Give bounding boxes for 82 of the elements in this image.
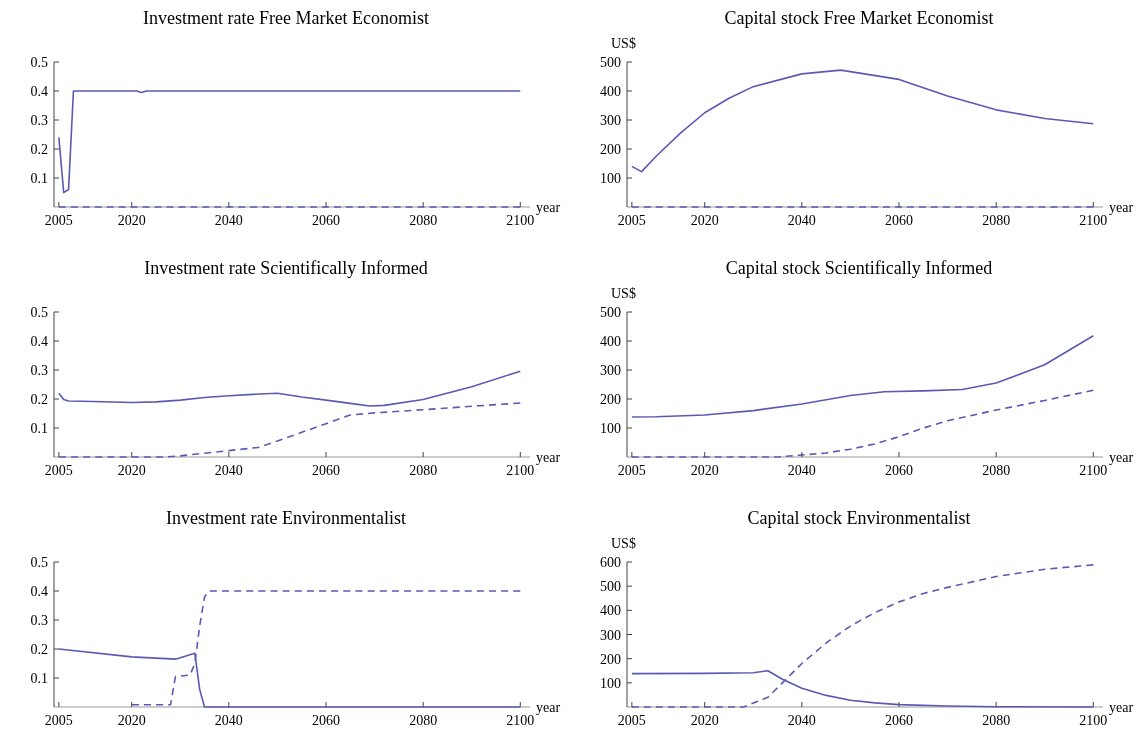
x-tick-label: 2060 bbox=[312, 713, 340, 728]
y-tick-label: 400 bbox=[600, 334, 621, 349]
y-tick-label: 0.1 bbox=[30, 421, 48, 436]
y-tick-label: 400 bbox=[600, 84, 621, 99]
x-tick-label: 2005 bbox=[617, 213, 646, 228]
y-tick-label: 0.5 bbox=[30, 55, 48, 70]
y-tick-label: 500 bbox=[600, 305, 621, 320]
y-tick-label: 200 bbox=[600, 651, 621, 667]
x-tick-label: 2080 bbox=[982, 213, 1011, 228]
x-tick-label: 2060 bbox=[885, 213, 913, 228]
x-tick-label: 2080 bbox=[409, 463, 438, 478]
x-tick-label: 2005 bbox=[617, 713, 646, 728]
y-tick-label: 0.2 bbox=[30, 642, 48, 657]
y-tick-label: 0.3 bbox=[30, 613, 48, 628]
y-tick-label: 0.1 bbox=[30, 671, 48, 686]
y-tick-label: 0.4 bbox=[30, 84, 48, 99]
y-axis-title: US$ bbox=[611, 286, 636, 301]
y-axis-title: US$ bbox=[611, 536, 636, 551]
x-axis-title: year bbox=[1109, 700, 1134, 715]
x-tick-label: 2020 bbox=[690, 213, 719, 228]
x-tick-label: 2060 bbox=[885, 463, 913, 478]
x-tick-label: 2040 bbox=[787, 213, 816, 228]
x-tick-label: 2080 bbox=[409, 213, 438, 228]
y-tick-label: 100 bbox=[600, 675, 621, 691]
y-tick-label: 600 bbox=[600, 555, 621, 570]
y-tick-label: 0.3 bbox=[30, 363, 48, 378]
x-tick-label: 2020 bbox=[117, 463, 146, 478]
y-tick-label: 0.4 bbox=[30, 584, 48, 599]
y-tick-label: 0.3 bbox=[30, 113, 48, 128]
x-tick-label: 2080 bbox=[982, 713, 1011, 728]
x-tick-label: 2040 bbox=[787, 463, 816, 478]
y-tick-label: 500 bbox=[600, 579, 621, 595]
y-tick-label: 0.1 bbox=[30, 171, 48, 186]
y-tick-label: 0.5 bbox=[30, 305, 48, 320]
x-tick-label: 2040 bbox=[214, 213, 243, 228]
y-tick-label: 200 bbox=[600, 392, 621, 407]
y-tick-label: 0.2 bbox=[30, 142, 48, 157]
x-tick-label: 2060 bbox=[312, 213, 340, 228]
y-tick-label: 0.4 bbox=[30, 334, 48, 349]
y-tick-label: 100 bbox=[600, 171, 621, 186]
x-tick-label: 2020 bbox=[117, 213, 146, 228]
chart-title: Investment rate Scientifically Informed bbox=[144, 258, 428, 278]
y-tick-label: 300 bbox=[600, 363, 621, 378]
x-tick-label: 2005 bbox=[617, 463, 646, 478]
y-tick-label: 300 bbox=[600, 113, 621, 128]
y-tick-label: 0.2 bbox=[30, 392, 48, 407]
y-axis-title: US$ bbox=[611, 36, 636, 51]
x-tick-label: 2005 bbox=[44, 213, 73, 228]
x-axis-title: year bbox=[1109, 450, 1134, 465]
x-tick-label: 2100 bbox=[506, 713, 535, 728]
y-tick-label: 0.5 bbox=[30, 555, 48, 570]
x-tick-label: 2100 bbox=[506, 463, 535, 478]
y-tick-label: 500 bbox=[600, 55, 621, 70]
x-axis-title: year bbox=[536, 450, 561, 465]
x-tick-label: 2005 bbox=[44, 463, 73, 478]
y-tick-label: 300 bbox=[600, 627, 621, 643]
x-tick-label: 2060 bbox=[312, 463, 340, 478]
x-tick-label: 2080 bbox=[409, 713, 438, 728]
chart-title: Capital stock Scientifically Informed bbox=[725, 258, 993, 278]
x-axis-title: year bbox=[1109, 200, 1134, 215]
x-tick-label: 2020 bbox=[690, 463, 719, 478]
chart-title: Investment rate Environmentalist bbox=[166, 508, 406, 528]
x-tick-label: 2040 bbox=[214, 463, 243, 478]
chart-title: Investment rate Free Market Economist bbox=[143, 8, 429, 28]
y-tick-label: 100 bbox=[600, 421, 621, 436]
x-tick-label: 2020 bbox=[117, 713, 146, 728]
y-tick-label: 200 bbox=[600, 142, 621, 157]
x-tick-label: 2040 bbox=[214, 713, 243, 728]
x-tick-label: 2005 bbox=[44, 713, 73, 728]
x-tick-label: 2100 bbox=[506, 213, 535, 228]
x-axis-title: year bbox=[536, 700, 561, 715]
chart-title: Capital stock Environmentalist bbox=[747, 508, 971, 528]
x-tick-label: 2060 bbox=[885, 713, 913, 728]
x-tick-label: 2020 bbox=[690, 713, 719, 728]
x-axis-title: year bbox=[536, 200, 561, 215]
x-tick-label: 2100 bbox=[1079, 713, 1108, 728]
y-tick-label: 400 bbox=[600, 603, 621, 619]
x-tick-label: 2100 bbox=[1079, 463, 1108, 478]
chart-title: Capital stock Free Market Economist bbox=[724, 8, 994, 28]
x-tick-label: 2100 bbox=[1079, 213, 1108, 228]
x-tick-label: 2080 bbox=[982, 463, 1011, 478]
x-tick-label: 2040 bbox=[787, 713, 816, 728]
